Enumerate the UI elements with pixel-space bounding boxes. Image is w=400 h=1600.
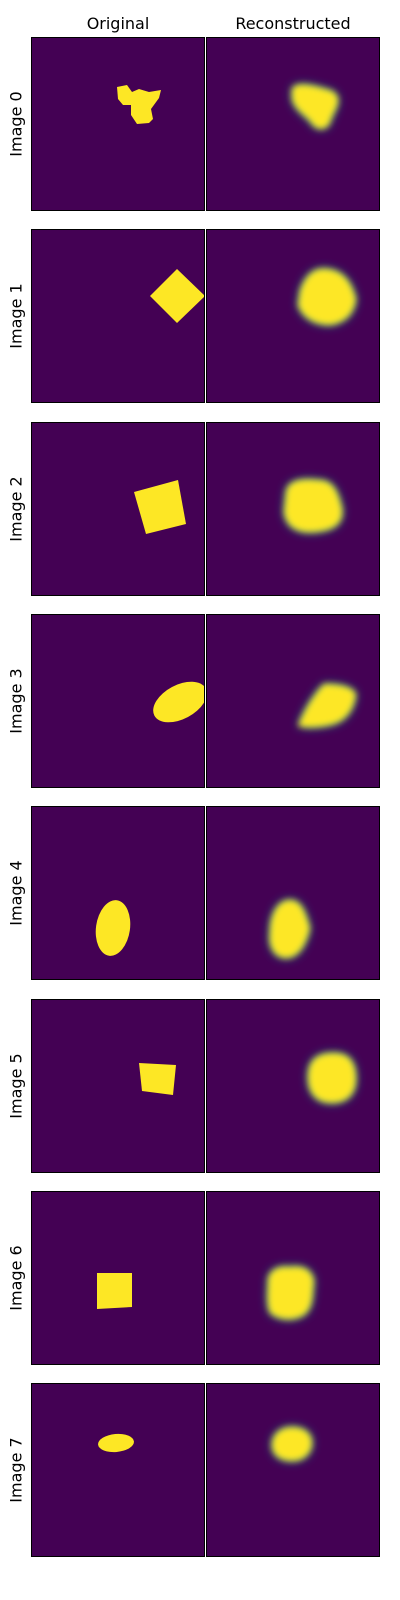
original-shape	[95, 900, 131, 956]
row-label: Image 5	[6, 1053, 26, 1119]
reconstructed-panel	[206, 37, 380, 211]
row-label: Image 3	[6, 668, 26, 734]
column-title-reconstructed: Reconstructed	[235, 14, 351, 33]
row-label: Image 4	[6, 860, 26, 926]
original-panel	[31, 229, 205, 403]
reconstructed-panel	[206, 806, 380, 980]
reconstructed-panel	[206, 1191, 380, 1365]
reconstructed-shape	[298, 684, 356, 728]
column-title-original: Original	[86, 14, 150, 33]
original-shape	[150, 269, 205, 323]
reconstructed-shape	[269, 900, 310, 958]
reconstructed-shape	[284, 479, 343, 533]
row-label: Image 6	[6, 1245, 26, 1311]
original-shape	[97, 1273, 132, 1309]
reconstructed-shape	[272, 1427, 312, 1461]
original-panel	[31, 422, 205, 596]
reconstructed-shape	[308, 1053, 356, 1103]
row-label: Image 1	[6, 283, 26, 349]
original-panel	[31, 37, 205, 211]
reconstructed-panel	[206, 614, 380, 788]
original-shape	[98, 1433, 134, 1453]
original-panel	[31, 806, 205, 980]
original-panel	[31, 614, 205, 788]
reconstructed-panel	[206, 999, 380, 1173]
reconstructed-shape	[267, 1266, 314, 1320]
original-panel	[31, 1191, 205, 1365]
original-panel	[31, 999, 205, 1173]
reconstructed-panel	[206, 1383, 380, 1557]
row-label: Image 7	[6, 1437, 26, 1503]
original-shape	[134, 480, 186, 534]
original-shape	[117, 85, 161, 124]
original-shape	[139, 1063, 176, 1095]
row-label: Image 2	[6, 476, 26, 542]
reconstructed-shape	[292, 84, 339, 129]
reconstructed-panel	[206, 422, 380, 596]
original-shape	[153, 681, 205, 723]
original-panel	[31, 1383, 205, 1557]
reconstructed-shape	[298, 268, 356, 325]
reconstructed-panel	[206, 229, 380, 403]
row-label: Image 0	[6, 91, 26, 157]
